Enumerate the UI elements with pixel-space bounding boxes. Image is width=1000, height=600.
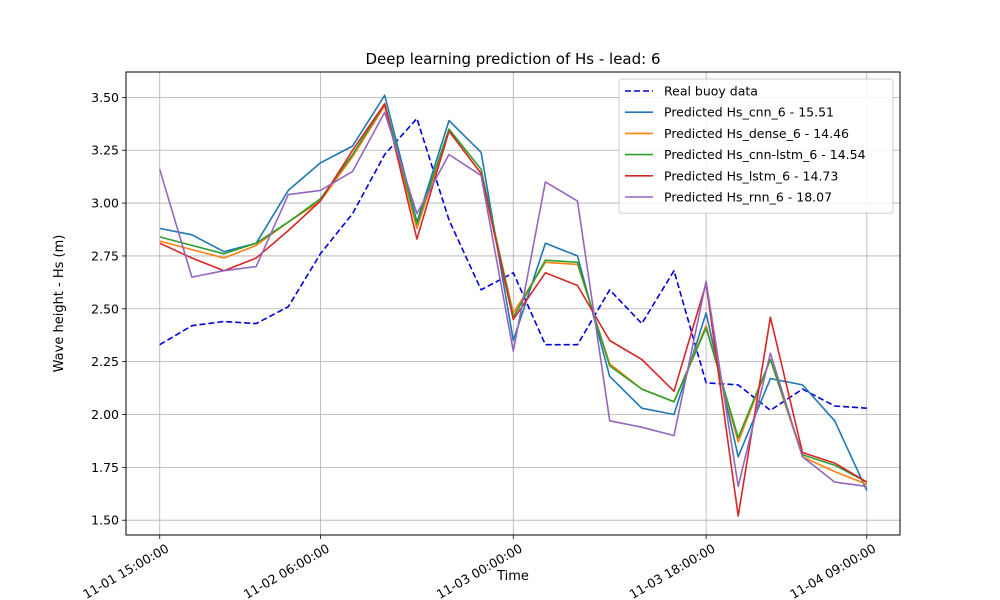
legend-label-0: Real buoy data [664, 84, 758, 99]
legend-label-5: Predicted Hs_rnn_6 - 18.07 [664, 190, 832, 205]
chart-title: Deep learning prediction of Hs - lead: 6 [365, 50, 660, 68]
legend-label-3: Predicted Hs_cnn-lstm_6 - 14.54 [664, 147, 866, 162]
y-tick-label: 2.50 [91, 301, 119, 316]
series-lines [158, 94, 868, 517]
y-tick-label: 3.00 [91, 196, 119, 211]
x-axis-label: Time [496, 569, 529, 584]
y-tick-label: 1.50 [91, 513, 119, 528]
y-axis-label: Wave height - Hs (m) [52, 235, 67, 373]
legend-box [618, 78, 894, 214]
legend: Real buoy data Predicted Hs_cnn_6 - 15.51… [618, 78, 894, 214]
legend-label-4: Predicted Hs_lstm_6 - 14.73 [664, 168, 838, 183]
legend-label-1: Predicted Hs_cnn_6 - 15.51 [664, 105, 834, 120]
series-line-4 [159, 102, 868, 517]
y-tick-label: 1.75 [91, 460, 119, 475]
y-tick-label: 2.75 [91, 248, 119, 263]
y-tick-label: 3.50 [91, 90, 119, 105]
y-tick-label: 2.00 [91, 407, 119, 422]
y-tick-label: 3.25 [91, 143, 119, 158]
legend-label-2: Predicted Hs_dense_6 - 14.46 [664, 126, 849, 141]
y-tick-label: 2.25 [91, 354, 119, 369]
series-line-1 [159, 94, 868, 491]
series-line-5 [158, 111, 867, 488]
series-line-0 [159, 117, 867, 412]
